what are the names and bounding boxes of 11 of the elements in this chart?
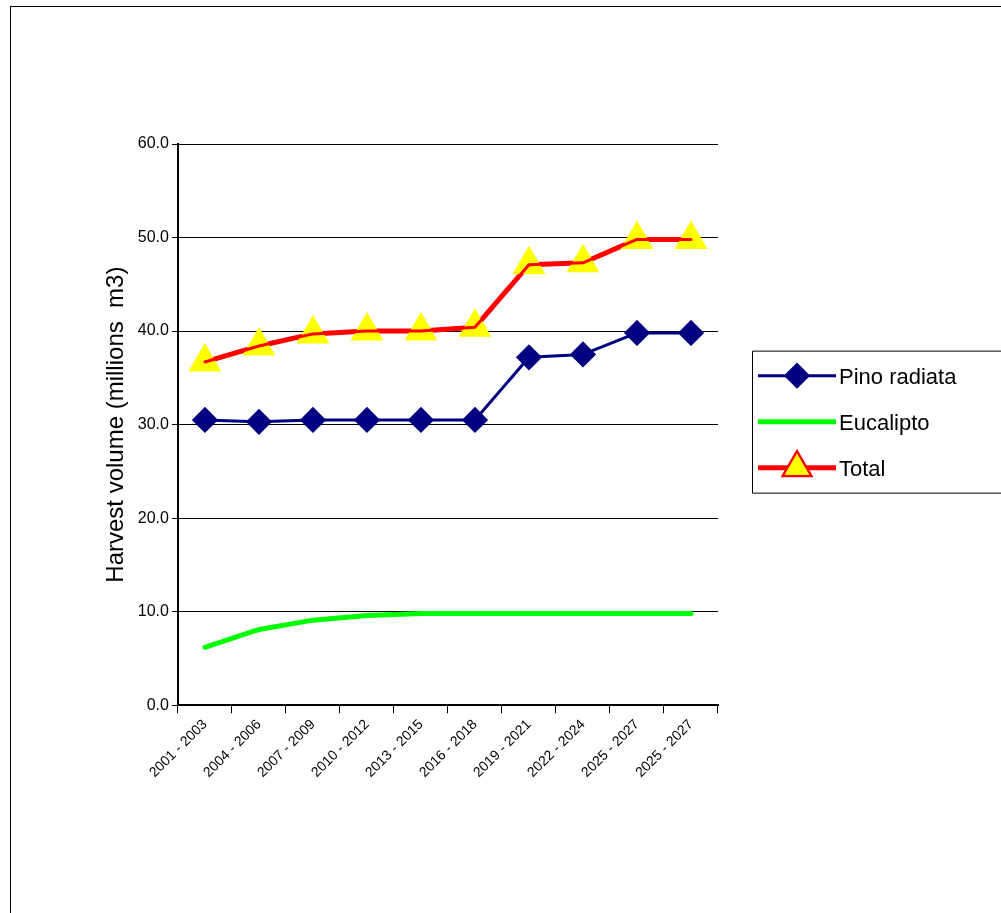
y-tick-label: 30.0 xyxy=(137,415,170,433)
y-tick-label: 10.0 xyxy=(137,602,170,620)
legend-label: Total xyxy=(839,455,886,481)
y-axis-title: Harvest volume (millions m3) xyxy=(101,266,129,583)
y-tick-label: 50.0 xyxy=(137,227,170,245)
legend-label: Eucalipto xyxy=(839,409,930,435)
y-tick-label: 0.0 xyxy=(146,695,170,713)
y-tick-label: 40.0 xyxy=(137,321,170,339)
legend-label: Pino radiata xyxy=(839,363,958,389)
y-tick-label: 60.0 xyxy=(137,134,170,152)
y-tick-label: 20.0 xyxy=(137,508,170,526)
